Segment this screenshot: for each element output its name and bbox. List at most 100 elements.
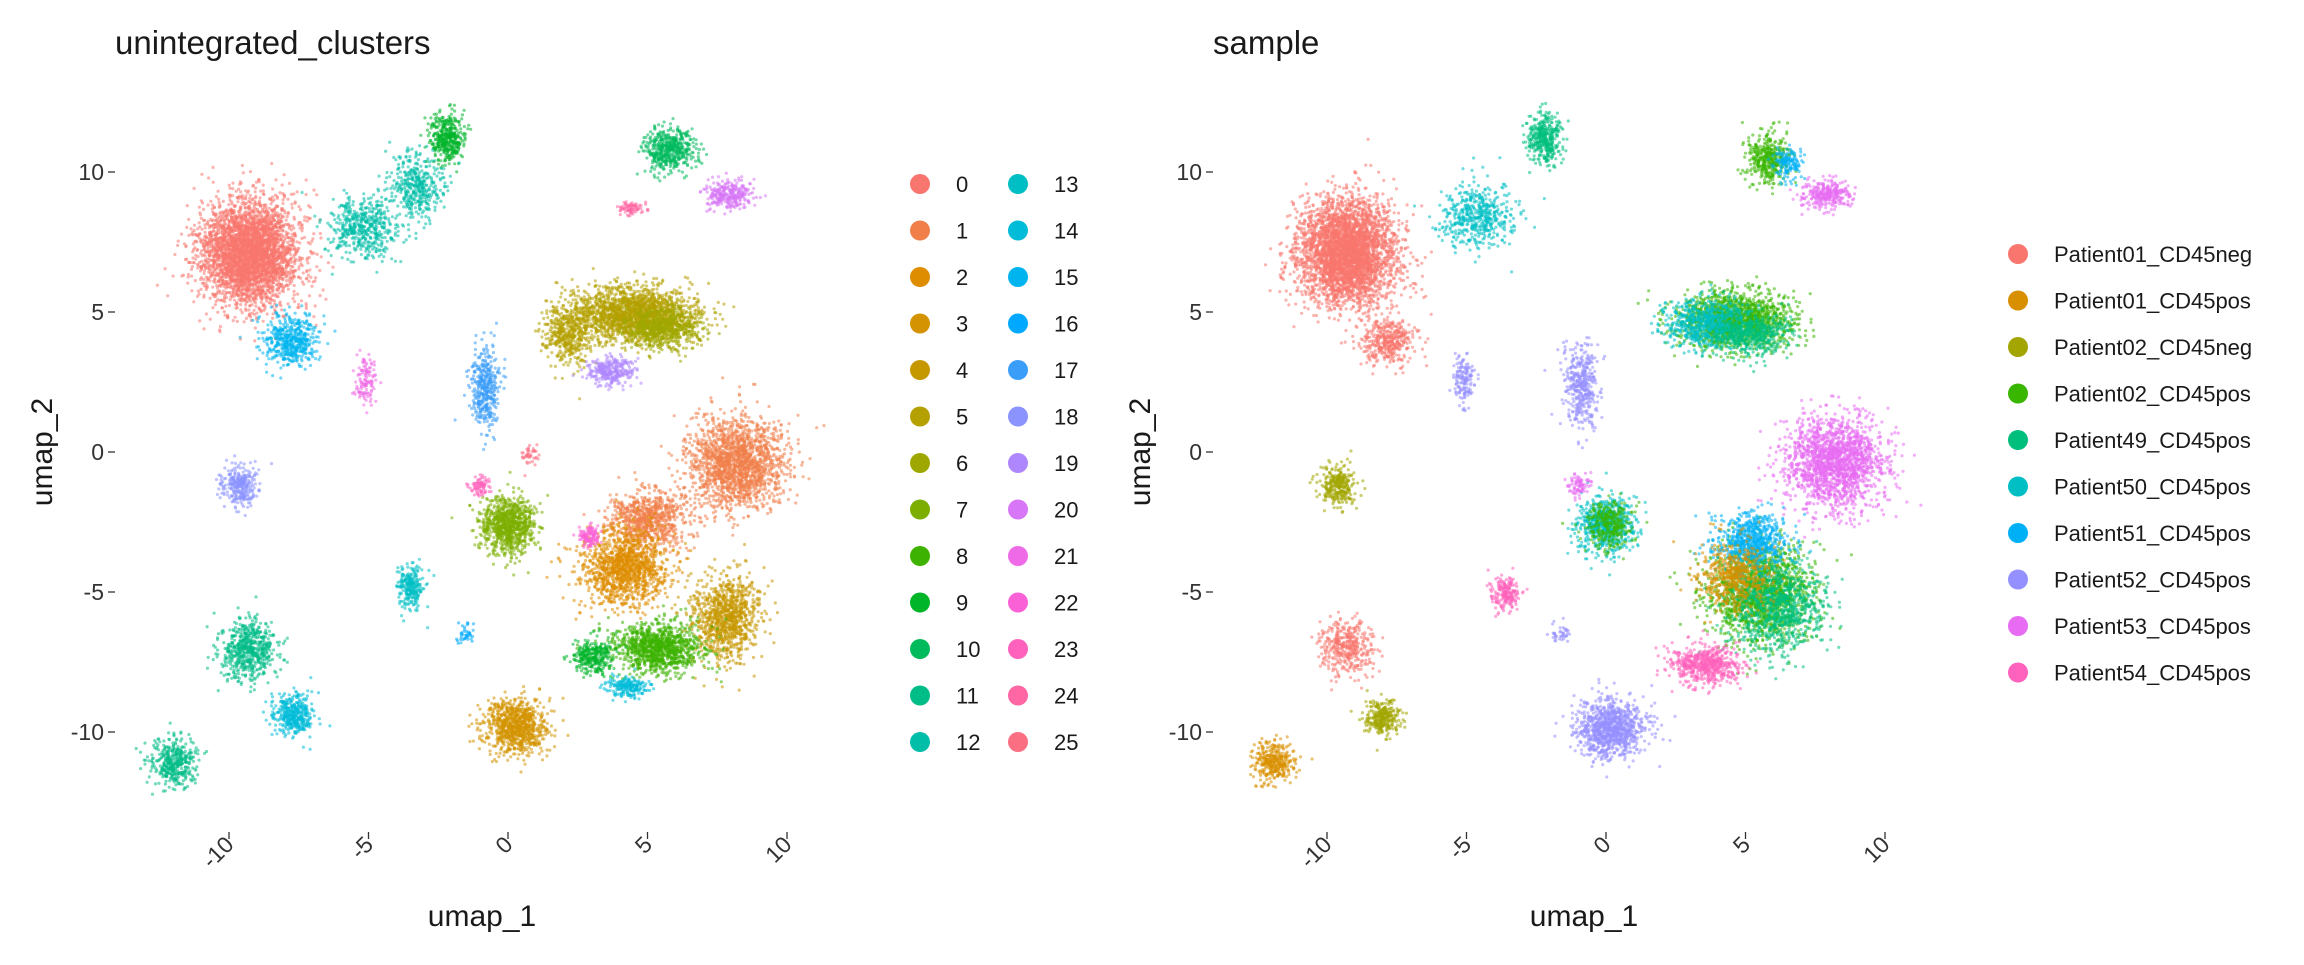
point [244,210,248,214]
point [241,257,245,261]
point [772,420,776,424]
point [251,286,255,290]
point [212,260,216,264]
point [227,303,231,308]
point [287,261,291,265]
point [715,485,719,490]
point [219,263,223,267]
point [228,253,232,257]
point [708,441,712,446]
point [736,523,740,527]
point [232,287,236,291]
point [755,448,759,452]
point [254,258,258,262]
point [265,312,269,316]
point [788,457,792,461]
point [218,271,223,275]
point [743,405,748,409]
point [279,218,283,222]
point [270,220,274,224]
point [278,225,282,229]
point [264,203,268,207]
point [260,267,264,271]
point [272,299,277,303]
point [194,253,198,257]
point [801,475,805,479]
point [717,496,721,500]
point [218,283,222,287]
point [213,277,217,281]
point [698,464,702,468]
point [307,294,312,298]
point [304,277,308,281]
point [211,306,215,310]
point [749,474,753,478]
point [255,311,259,315]
point [767,450,771,454]
point [214,214,218,218]
point [786,429,790,433]
point [667,466,671,470]
point [272,198,276,202]
point [215,286,220,290]
point [218,212,222,216]
point [254,271,258,275]
point [247,212,251,216]
point [746,419,750,424]
point [293,300,297,304]
point [739,400,743,404]
point [254,186,258,190]
point [239,248,243,252]
point [789,468,793,472]
point [192,186,196,190]
point [281,229,285,233]
point [689,453,694,458]
point [299,276,303,280]
point [251,290,255,294]
point [211,255,215,259]
point [222,233,226,237]
point [286,240,290,244]
point [247,278,252,282]
point [281,198,285,202]
point [248,216,253,220]
point [244,263,248,267]
point [772,448,776,452]
point [270,195,275,199]
point [778,454,782,459]
point [255,280,259,284]
point [269,298,273,302]
point [285,266,289,270]
point [246,230,250,234]
point [297,205,301,209]
point [265,213,270,217]
point [203,223,207,227]
point [191,233,195,237]
point [292,289,296,293]
point [218,324,223,329]
point [274,178,278,182]
point [762,462,766,466]
point [300,264,304,268]
point [217,205,221,209]
point [246,259,251,264]
point [243,270,247,274]
point [240,163,244,168]
point [253,326,257,330]
point [274,276,278,280]
point [772,427,776,431]
point [260,257,264,261]
point [307,279,311,283]
point [221,260,225,264]
point [211,285,215,289]
point [777,479,781,483]
panel-title: unintegrated_clusters [115,24,431,61]
point [171,274,175,278]
point [273,271,277,276]
point [199,252,203,256]
point [286,287,290,291]
point [262,224,266,229]
point [280,308,284,312]
point [234,306,238,310]
